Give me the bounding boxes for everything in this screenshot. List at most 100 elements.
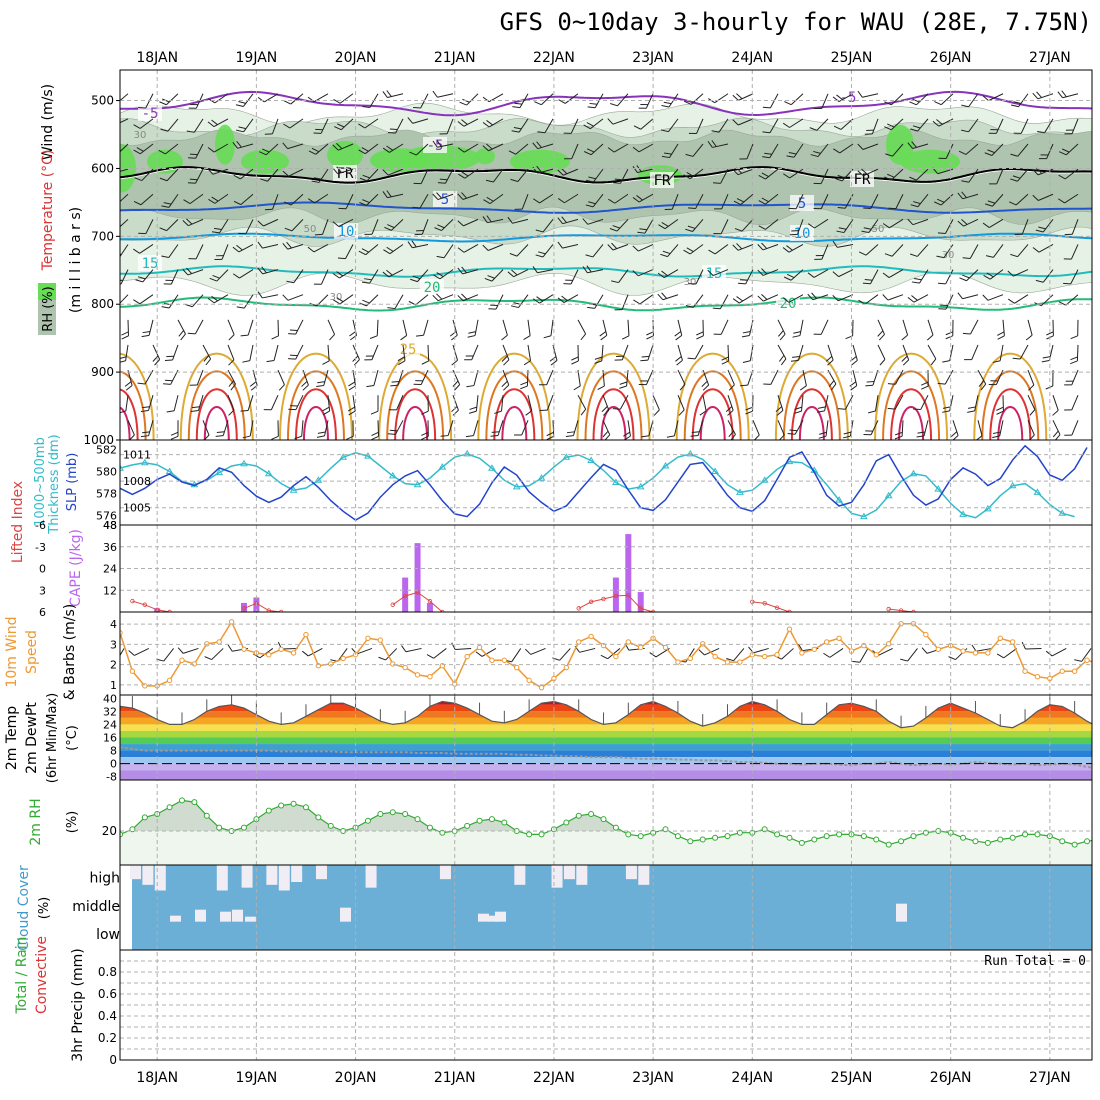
barb-staff: [120, 648, 125, 663]
temp-band: [120, 701, 1092, 705]
barb-staff: [170, 269, 179, 285]
barb-staff: [337, 168, 354, 175]
barb-staff: [463, 244, 479, 253]
barb-staff: [913, 294, 929, 303]
barb-flag: [887, 123, 895, 128]
lifted-index-marker: [427, 598, 433, 604]
wind-barb: [525, 395, 533, 416]
barb-flag: [389, 128, 398, 131]
barb-staff: [616, 219, 629, 232]
barb-staff: [627, 319, 630, 336]
barb-flag: [962, 274, 970, 279]
cape-tick: 36: [103, 541, 117, 554]
barb-staff: [1002, 319, 1005, 336]
cloud-high-clear: [439, 865, 451, 880]
wind-barb: [346, 420, 354, 440]
wind-barb: [557, 193, 579, 204]
barb-flag: [909, 101, 917, 106]
rh-plot: [120, 797, 1092, 865]
barb-staff: [712, 143, 729, 148]
barb-staff: [752, 420, 760, 436]
wind-barb: [532, 266, 554, 274]
barb-staff: [518, 118, 529, 133]
barb-staff: [415, 294, 429, 306]
barb-flag: [433, 274, 441, 280]
barb-flag: [799, 385, 807, 391]
lifted-index-marker: [440, 609, 445, 612]
barb-flag: [170, 431, 179, 436]
wind-speed-axis-label: Speed: [24, 630, 40, 674]
barb-flag: [813, 208, 822, 210]
barb-flag: [961, 191, 967, 198]
barb-staff: [614, 193, 629, 204]
lifted-index-line: [578, 594, 654, 612]
date-label-top: 25JAN: [831, 50, 873, 66]
barb-staff: [530, 647, 546, 655]
barb-flag: [686, 172, 694, 177]
barb-flag: [814, 108, 822, 110]
barb-flag: [607, 244, 614, 251]
barb-staff: [814, 218, 829, 229]
barb-flag: [945, 331, 954, 336]
barb-flag: [187, 182, 196, 184]
barb-staff: [412, 118, 429, 124]
barb-flag: [289, 329, 298, 332]
barb-flag: [990, 380, 999, 382]
rh2m-marker: [588, 811, 595, 817]
wind-barb: [818, 420, 829, 439]
barb-staff: [824, 395, 829, 411]
barb-flag: [837, 174, 846, 179]
barb-flag: [757, 269, 764, 276]
barb-flag: [862, 282, 871, 285]
wind-barb: [1021, 641, 1042, 650]
wind-barb: [233, 168, 254, 180]
wind-barb: [857, 90, 879, 98]
barb-staff: [295, 319, 304, 335]
wind-barb: [583, 118, 604, 130]
wind-barb: [232, 269, 254, 279]
barb-flag: [687, 225, 696, 229]
barb-flag: [133, 248, 140, 254]
barb-flag: [742, 331, 751, 334]
barb-flag: [936, 255, 945, 259]
barb-staff: [120, 193, 129, 206]
rh2m-marker: [972, 838, 979, 845]
wind-speed-line-marker: [538, 684, 545, 691]
barb-staff: [371, 219, 379, 235]
barb-flag: [451, 359, 458, 366]
wind-barb: [501, 369, 510, 391]
wind-barb: [789, 219, 804, 236]
wind-barb: [382, 190, 404, 199]
barb-flag: [413, 182, 422, 185]
barb-staff: [527, 344, 532, 361]
wind-barb: [284, 193, 304, 206]
cloud-high-clear: [154, 865, 166, 891]
barb-flag: [851, 359, 858, 366]
barb-staff: [1064, 193, 1079, 204]
barb-staff: [1070, 269, 1079, 285]
barb-staff: [594, 294, 604, 309]
wind-barb: [677, 369, 686, 391]
wind-barb: [661, 143, 679, 159]
wind-barb: [799, 369, 807, 391]
barb-flag: [457, 295, 464, 302]
barb-staff: [193, 118, 204, 133]
barb-staff: [562, 218, 579, 225]
barb-staff: [194, 319, 204, 335]
lifted-index-axis-label: Lifted Index: [10, 481, 26, 563]
wind-barb: [823, 648, 844, 658]
barb-staff: [638, 143, 654, 153]
wind-barb: [133, 118, 154, 129]
barb-flag: [1010, 178, 1018, 182]
barb-staff: [192, 294, 204, 308]
barb-staff: [1076, 344, 1079, 361]
barb-flag: [909, 176, 917, 181]
barb-staff: [542, 219, 554, 233]
wind-barb: [1064, 219, 1079, 236]
temp-contour-arch: [882, 370, 941, 440]
barb-staff: [394, 294, 404, 309]
barb-flag: [413, 383, 422, 386]
rh2m-marker: [216, 824, 223, 831]
barb-flag: [311, 147, 320, 153]
wind-speed-line-marker: [290, 650, 297, 656]
